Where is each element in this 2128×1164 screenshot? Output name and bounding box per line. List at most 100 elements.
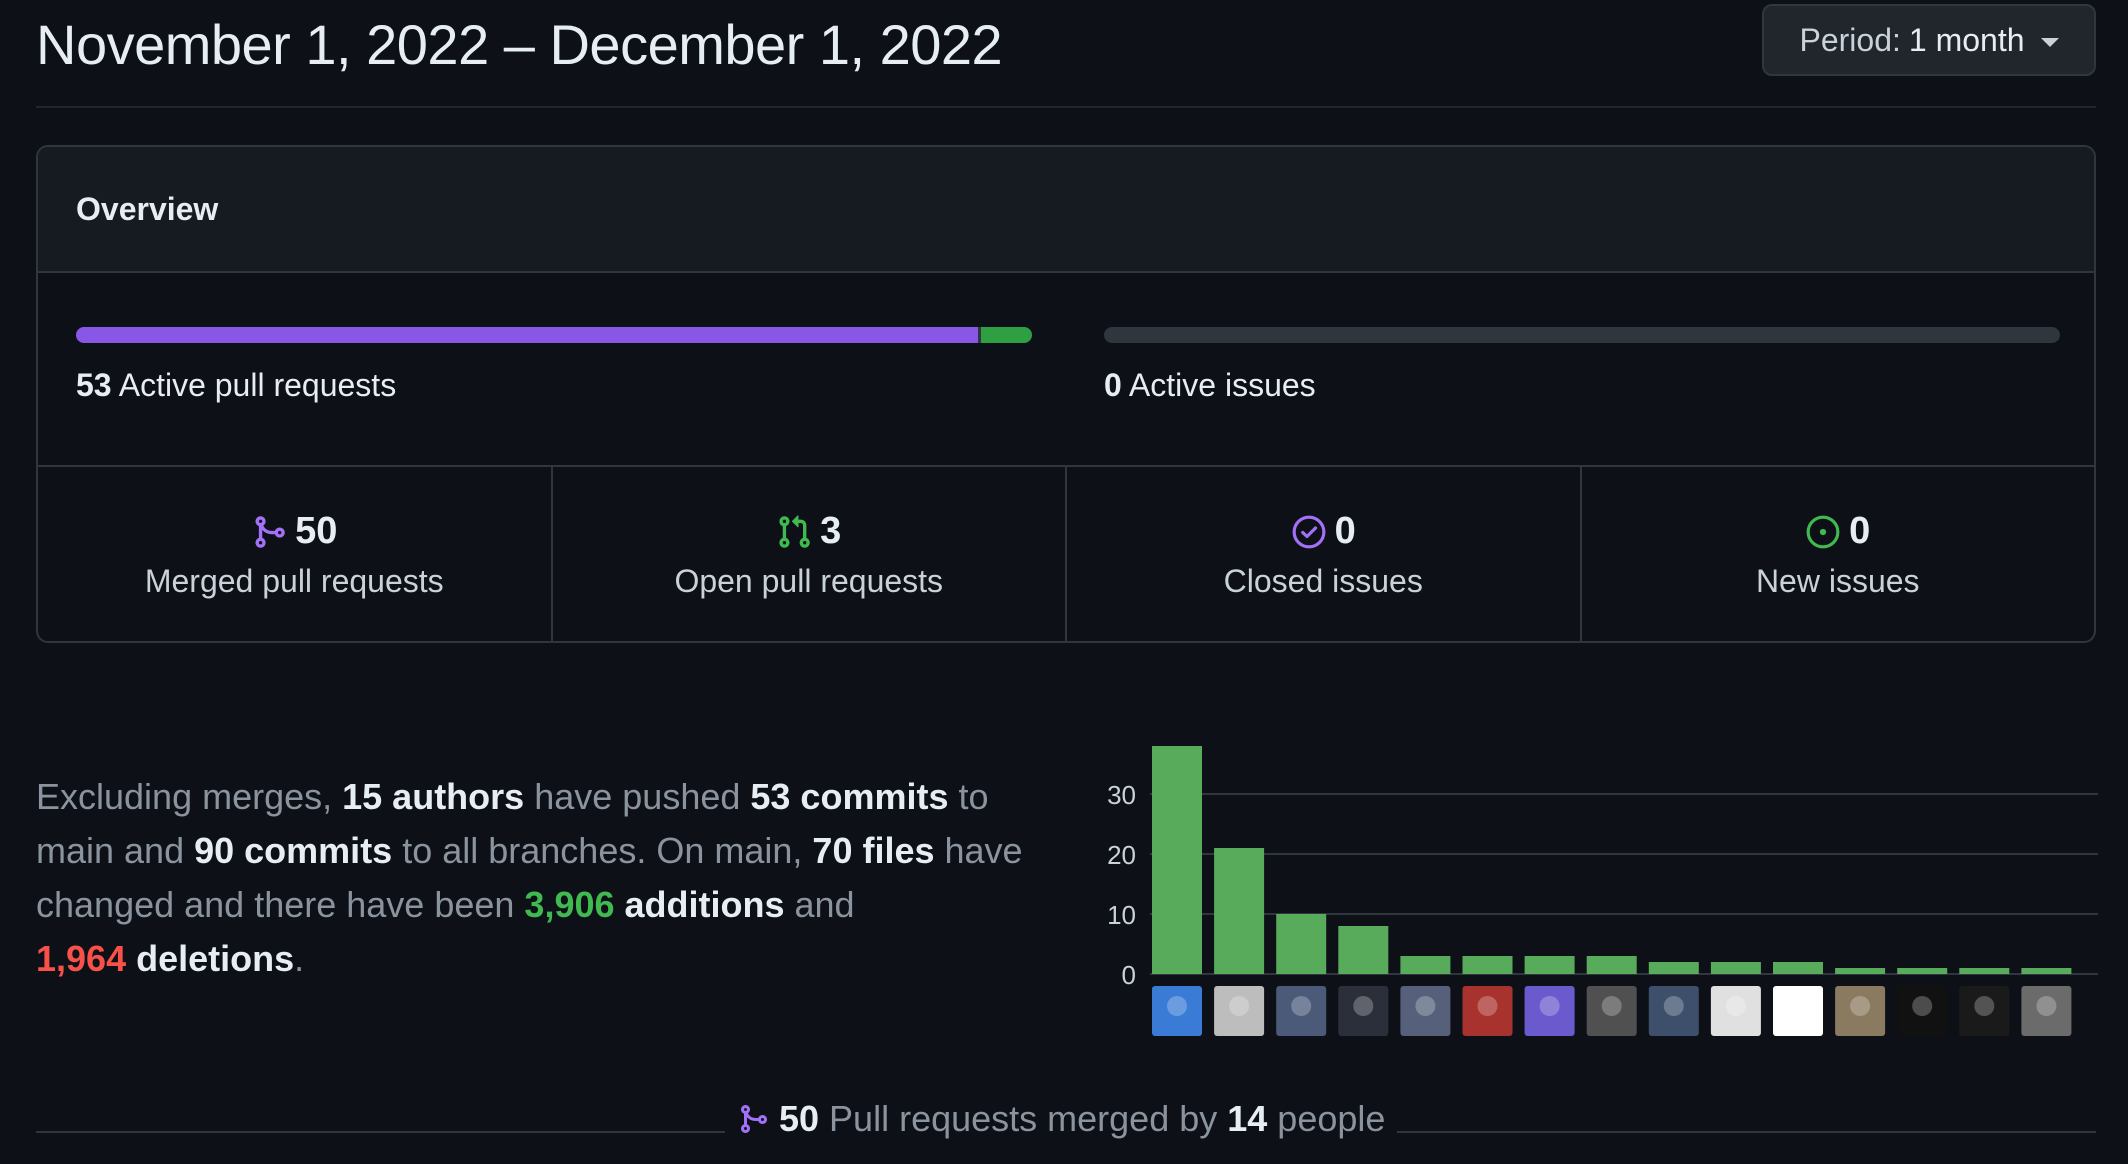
commit-bar[interactable] — [1959, 968, 2010, 974]
contributor-avatar[interactable] — [1400, 986, 1451, 1036]
avatar-face — [1601, 996, 1622, 1016]
page-title: November 1, 2022 – December 1, 2022 — [36, 13, 1003, 76]
contributor-avatar[interactable] — [1214, 986, 1265, 1036]
commit-bar[interactable] — [1835, 968, 1886, 974]
contributor-avatar[interactable] — [1338, 986, 1389, 1036]
period-value: 1 month — [1908, 21, 2025, 58]
avatar-face — [1167, 996, 1187, 1016]
avatar-face — [1974, 996, 1995, 1016]
merged-by-text: Pull requests merged by — [819, 1098, 1228, 1139]
open-prs-count: 3 — [820, 510, 842, 552]
contributor-avatar[interactable] — [1462, 986, 1513, 1036]
active-prs-progress-bar — [76, 327, 1032, 343]
contributor-avatar[interactable] — [1276, 986, 1327, 1036]
avatar-face — [1291, 996, 1312, 1016]
issue-closed-icon — [1292, 515, 1326, 548]
commit-bar[interactable] — [1152, 746, 1202, 974]
contributor-avatar[interactable] — [1773, 986, 1823, 1036]
contributor-avatar[interactable] — [1710, 986, 1761, 1036]
commit-bar[interactable] — [1214, 848, 1265, 974]
all-commits-count: 90 commits — [194, 830, 393, 871]
stat-closed-issues[interactable]: 0 Closed issues — [1067, 467, 1582, 641]
commit-bar[interactable] — [1648, 962, 1699, 974]
merged-by-text: people — [1267, 1098, 1386, 1139]
merge-icon — [741, 1105, 768, 1133]
summary-text: to all branches. On main, — [392, 830, 813, 871]
pull-request-icon — [779, 514, 810, 548]
commit-summary: Excluding merges, 15 authors have pushed… — [36, 770, 1046, 986]
period-dropdown-button[interactable]: Period: 1 month — [1762, 4, 2096, 76]
summary-text: have changed and there have been — [36, 830, 1023, 925]
active-issues-label: 0 Active issues — [1104, 367, 2060, 404]
summary-text: and — [784, 884, 855, 925]
main-commits-count: 53 commits — [750, 776, 949, 817]
authors-count[interactable]: 15 authors — [342, 776, 525, 817]
caret-down-icon — [2040, 37, 2059, 47]
activity-bars-row: 53 Active pull requests 0 Active issues — [38, 273, 2094, 467]
new-issues-label: New issues — [1755, 563, 1920, 599]
active-issues-summary[interactable]: 0 Active issues — [1104, 327, 2060, 404]
contributor-avatar[interactable] — [1835, 986, 1886, 1036]
avatar-face — [2036, 996, 2057, 1016]
avatar-face — [1788, 996, 1808, 1016]
contributor-avatar[interactable] — [1152, 986, 1202, 1036]
open-prs-label: Open pull requests — [674, 563, 944, 599]
active-prs-text: Active pull requests — [118, 367, 397, 403]
commit-bar[interactable] — [1338, 926, 1389, 974]
open-prs-segment — [980, 327, 1032, 343]
contributor-avatar[interactable] — [1586, 986, 1637, 1036]
closed-issues-count: 0 — [1334, 510, 1356, 552]
contributor-avatar[interactable] — [1897, 986, 1948, 1036]
period-prefix: Period: — [1799, 21, 1901, 58]
commit-bar[interactable] — [2021, 968, 2072, 974]
stat-open-prs[interactable]: 3 Open pull requests — [553, 467, 1067, 641]
avatar-face — [1725, 996, 1746, 1016]
new-issues-count: 0 — [1849, 510, 1871, 552]
summary-text: have pushed — [524, 776, 751, 817]
y-tick-label: 10 — [1107, 900, 1136, 930]
overview-title: Overview — [76, 190, 219, 227]
avatar-face — [1477, 996, 1498, 1016]
commit-bar[interactable] — [1897, 968, 1948, 974]
avatar-face — [1850, 996, 1871, 1016]
merge-icon — [255, 515, 285, 548]
active-prs-summary[interactable]: 53 Active pull requests — [76, 327, 1032, 404]
y-tick-label: 30 — [1107, 780, 1136, 810]
active-issues-count: 0 — [1104, 367, 1122, 403]
contributor-avatar[interactable] — [1648, 986, 1699, 1036]
avatar-face — [1663, 996, 1684, 1016]
overview-header: Overview — [38, 147, 2094, 273]
people-count: 14 — [1227, 1098, 1268, 1139]
issue-opened-icon — [1806, 515, 1840, 548]
files-changed-count: 70 files — [812, 830, 935, 871]
deletions-count: 1,964 — [36, 938, 127, 979]
commit-bar[interactable] — [1400, 956, 1451, 974]
merged-by-heading: 50 Pull requests merged by 14 people — [725, 1098, 1398, 1140]
commit-bar[interactable] — [1276, 914, 1327, 974]
overview-box: Overview 53 Active pull requests 0 Activ… — [36, 145, 2096, 643]
contributor-avatar[interactable] — [1524, 986, 1575, 1036]
merged-pr-count: 50 — [779, 1098, 820, 1139]
commit-bar[interactable] — [1710, 962, 1761, 974]
commit-bar[interactable] — [1586, 956, 1637, 974]
merged-prs-count: 50 — [295, 510, 338, 552]
y-tick-label: 0 — [1122, 960, 1136, 990]
commit-bar[interactable] — [1773, 962, 1823, 974]
stat-new-issues[interactable]: 0 New issues — [1582, 467, 2095, 641]
merged-prs-segment — [76, 327, 978, 343]
commit-bar[interactable] — [1524, 956, 1575, 974]
deletions-word: deletions — [126, 938, 295, 979]
active-prs-label: 53 Active pull requests — [76, 367, 1032, 404]
stat-merged-prs[interactable]: 50 Merged pull requests — [38, 467, 553, 641]
active-issues-text: Active issues — [1128, 367, 1316, 403]
contributor-avatar[interactable] — [2021, 986, 2072, 1036]
avatar-face — [1415, 996, 1436, 1016]
contributor-avatar[interactable] — [1959, 986, 2010, 1036]
stats-row: 50 Merged pull requests 3 Open pull requ… — [38, 467, 2095, 641]
active-issues-progress-bar — [1104, 327, 2060, 343]
commit-bar[interactable] — [1462, 956, 1513, 974]
pulse-header: November 1, 2022 – December 1, 2022 Peri… — [36, 0, 2096, 108]
additions-count: 3,906 — [524, 884, 615, 925]
y-tick-label: 20 — [1107, 840, 1136, 870]
